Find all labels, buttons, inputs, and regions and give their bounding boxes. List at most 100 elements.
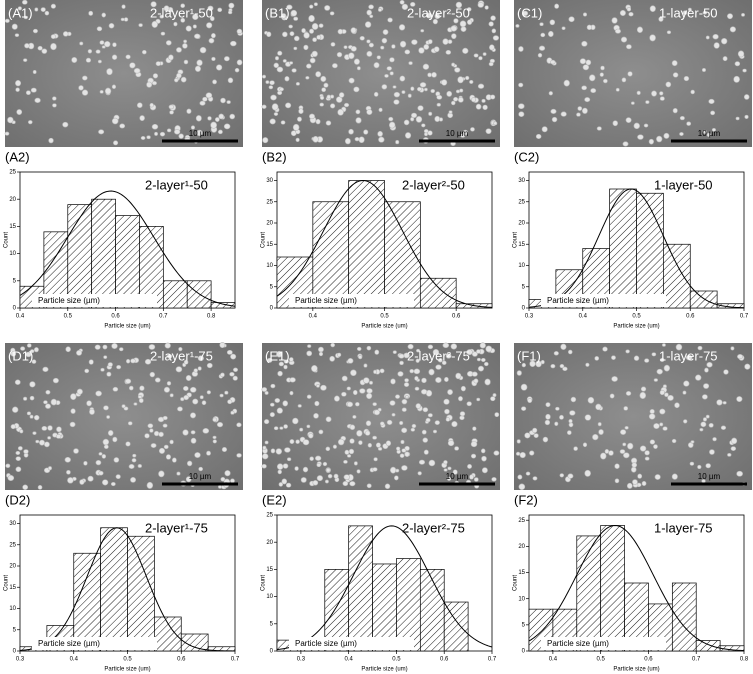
x-tick-label: 0.7 (488, 657, 497, 663)
particle (275, 448, 283, 455)
particle (217, 129, 223, 135)
particle (66, 469, 71, 475)
panel-label: (D2) (5, 492, 30, 507)
sample-title: 1-layer-50 (654, 177, 713, 192)
x-tick-label: 0.5 (123, 657, 132, 663)
x-tick-label: 0.6 (177, 657, 186, 663)
particle (334, 395, 340, 402)
particle (432, 349, 440, 356)
legend-label: Particle size (µm) (547, 639, 609, 648)
particle (267, 357, 273, 363)
particle (568, 349, 573, 355)
particle (195, 115, 202, 122)
particle (460, 26, 467, 32)
particle (337, 352, 342, 357)
particle (107, 362, 113, 367)
particle (16, 109, 23, 115)
particle (37, 485, 43, 490)
particle (662, 343, 666, 347)
particle (373, 91, 379, 97)
particle (39, 439, 45, 446)
bar (210, 302, 236, 309)
particle (525, 471, 531, 476)
particle (282, 59, 287, 63)
y-tick-label: 20 (518, 221, 525, 227)
particle (208, 38, 215, 44)
particle (344, 449, 350, 455)
scale-bar-label: 10 µm (189, 472, 212, 481)
particle (398, 24, 406, 31)
particle (183, 394, 190, 401)
particle (279, 426, 284, 430)
particle (685, 354, 693, 361)
particle (391, 412, 396, 417)
particle (517, 474, 523, 480)
particle (379, 421, 385, 426)
particle (335, 96, 343, 103)
y-tick-label: 0 (270, 649, 274, 655)
particle (388, 121, 396, 129)
particle (133, 402, 138, 406)
particle (87, 49, 93, 54)
particle (297, 116, 302, 122)
bar (67, 204, 93, 309)
particle (711, 128, 716, 132)
particle (216, 64, 223, 71)
particle (444, 376, 449, 382)
particle (224, 390, 229, 395)
particle (165, 454, 171, 460)
particle (666, 30, 672, 35)
particle (190, 412, 196, 419)
particle (315, 118, 321, 125)
particle (427, 72, 432, 78)
particle (37, 45, 43, 51)
particle (697, 464, 702, 470)
particle (384, 73, 389, 78)
particle (411, 423, 417, 429)
particle (401, 3, 409, 10)
particle (683, 75, 690, 82)
particle (623, 406, 629, 411)
bar (419, 277, 457, 309)
y-axis-label: Count (513, 575, 519, 591)
particle (22, 0, 28, 5)
particle (411, 39, 418, 45)
sem-image: (D1) 2-layer¹-75 10 µm (5, 341, 243, 490)
particle (22, 484, 29, 490)
particle (550, 108, 557, 114)
sem-image: (B1) 2-layer²-50 10 µm (261, 0, 500, 147)
particle (469, 474, 474, 480)
particle (620, 36, 628, 43)
particle (349, 438, 355, 444)
particle (138, 398, 144, 404)
particle (349, 481, 356, 487)
particle (190, 437, 197, 444)
particle (390, 466, 397, 474)
particle (663, 364, 670, 372)
particle (269, 412, 275, 418)
particle (414, 376, 419, 381)
particle (401, 465, 408, 471)
particle (283, 364, 288, 370)
particle (481, 455, 487, 462)
particle (366, 109, 373, 115)
particle (69, 421, 76, 428)
particle (199, 395, 204, 400)
particle (404, 451, 410, 457)
particle (293, 16, 299, 21)
particle (264, 390, 269, 395)
particle (178, 347, 183, 352)
particle (619, 10, 626, 17)
particle (376, 55, 381, 60)
particle (176, 72, 182, 79)
particle (158, 447, 165, 454)
particle (76, 349, 82, 356)
particle (47, 425, 53, 431)
particle (186, 108, 192, 114)
sample-title: 2-layer¹-75 (145, 520, 208, 535)
particle (133, 67, 141, 74)
particle (377, 446, 383, 451)
particle (457, 96, 464, 103)
particle (325, 416, 332, 423)
particle (453, 96, 459, 102)
